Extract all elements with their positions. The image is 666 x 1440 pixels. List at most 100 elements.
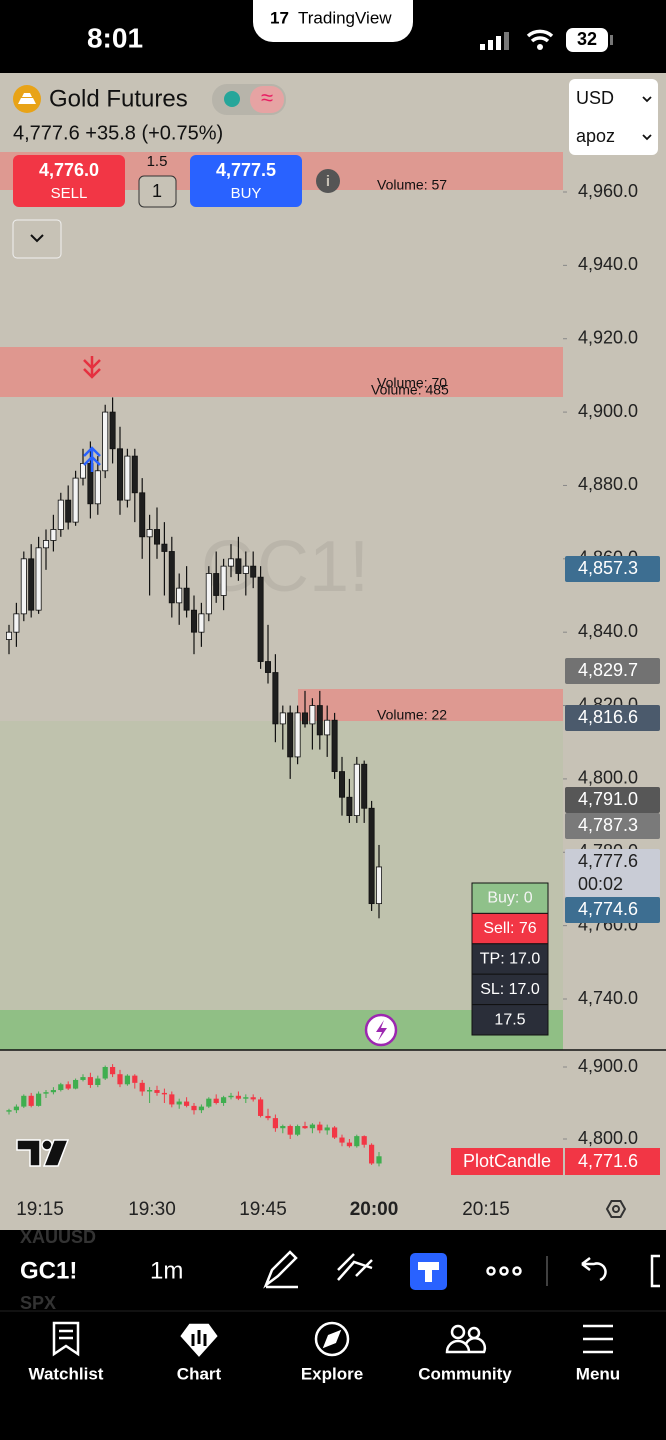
sell-button[interactable] [13, 155, 125, 207]
buy-button[interactable] [190, 155, 302, 207]
indicator-body [95, 1078, 101, 1085]
x-tick-label: 19:30 [128, 1199, 176, 1220]
plot-value-tag [565, 1148, 660, 1175]
candle-body [316, 705, 323, 736]
candle-body [28, 558, 35, 611]
quantity: 1 [152, 181, 162, 201]
price-tag [565, 897, 660, 923]
candle-body [65, 499, 72, 523]
price-tag [565, 813, 660, 839]
candle-body [264, 661, 271, 673]
price-tag [565, 787, 660, 813]
candle-body [13, 613, 20, 633]
indicator-candles: 4,900.0 4,800.0 [6, 1056, 638, 1167]
x-tick-label: 20:15 [462, 1199, 510, 1220]
nav-labels: Watchlist Chart Explore Community Menu [29, 1364, 621, 1383]
price-tag-label: 4,787.3 [578, 815, 638, 835]
nav-label[interactable]: Community [418, 1364, 512, 1383]
candle-body [72, 477, 79, 523]
candle-body [235, 558, 242, 574]
candle-body [35, 547, 42, 611]
indicator-body [265, 1115, 271, 1119]
price-tag [565, 556, 660, 582]
candle-body [331, 719, 338, 772]
market-open-dot [224, 91, 240, 107]
buy-price: 4,777.5 [216, 160, 276, 180]
zone-label: Volume: 70 [377, 375, 447, 391]
candle-body [250, 565, 257, 578]
candle-body [139, 492, 146, 538]
candle-body [20, 558, 27, 615]
candle-body [257, 576, 264, 662]
candle-body [102, 411, 109, 472]
nav-label[interactable]: Watchlist [29, 1364, 104, 1383]
indicator-body [250, 1097, 256, 1100]
candle-body [227, 558, 234, 567]
indicator-body [339, 1137, 345, 1143]
interval-button[interactable]: 1m [150, 1257, 183, 1284]
quantity-box[interactable] [138, 175, 177, 208]
indicator-body [176, 1101, 182, 1105]
price-tag-label: 4,791.0 [578, 789, 638, 809]
candle-body [301, 712, 308, 725]
tv-logo [16, 1139, 70, 1167]
chart-area [0, 73, 666, 1230]
indicator-body [302, 1126, 308, 1129]
x-tick-label: 19:45 [239, 1199, 287, 1220]
candle-body [161, 543, 168, 552]
bottom-nav [0, 1310, 666, 1440]
indicator-body [161, 1092, 167, 1095]
indicator-body [36, 1093, 42, 1106]
indicator-body [206, 1098, 212, 1107]
candle-body [353, 763, 360, 816]
gold-bars [18, 93, 36, 104]
undo-button[interactable] [581, 1257, 607, 1282]
indicator-body [147, 1090, 153, 1092]
indicator-body [13, 1106, 19, 1111]
order-cell[interactable] [471, 943, 549, 975]
zone-label: Volume: 22 [377, 707, 447, 723]
fullscreen-button[interactable] [650, 1254, 660, 1288]
candle-body [205, 573, 212, 615]
price-tag-label: 4,829.7 [578, 660, 638, 680]
symbol-name: Gold Futures [49, 85, 188, 112]
indicator-body [258, 1099, 264, 1116]
candle-body [287, 712, 294, 758]
sell-price: 4,776.0 [39, 160, 99, 180]
expand-button[interactable] [12, 219, 62, 259]
order-cell[interactable] [471, 882, 549, 914]
indicator-body [324, 1127, 330, 1131]
indicator-body [213, 1098, 219, 1103]
candle-body [242, 565, 249, 574]
info-icon[interactable] [316, 169, 340, 193]
draw-tool[interactable] [263, 1250, 298, 1289]
candle-body [43, 540, 50, 549]
lines-tool[interactable] [337, 1253, 373, 1281]
candle-body [375, 866, 382, 905]
ghost-symbol: SPX [20, 1293, 56, 1313]
indicator-body [287, 1126, 293, 1135]
account: apoz [576, 126, 615, 146]
nav-label[interactable]: Menu [576, 1364, 620, 1383]
trade-glyph [418, 1262, 439, 1282]
y-tick-label: 4,840.0 [578, 621, 638, 641]
candle-body [213, 573, 220, 596]
nav-label[interactable]: Chart [177, 1364, 222, 1383]
buy-label: BUY [231, 185, 262, 202]
indicator-body [243, 1097, 249, 1099]
y-tick-label: 4,900.0 [578, 1056, 638, 1076]
y-tick-label: 4,740.0 [578, 988, 638, 1008]
battery-level: 32 [577, 29, 597, 49]
price-tag [565, 849, 660, 897]
nav-label[interactable]: Explore [301, 1364, 363, 1383]
more-button[interactable] [486, 1266, 522, 1276]
candle-body [309, 705, 316, 725]
candle-body [146, 529, 153, 538]
alert-bolt [376, 1020, 387, 1041]
order-cell[interactable] [471, 1004, 549, 1036]
symbol-button[interactable]: GC1! [20, 1257, 77, 1284]
settings-icon[interactable] [605, 1200, 627, 1218]
indicator-body [169, 1094, 175, 1105]
candle-body [272, 672, 279, 725]
selector-panel[interactable] [569, 79, 658, 155]
